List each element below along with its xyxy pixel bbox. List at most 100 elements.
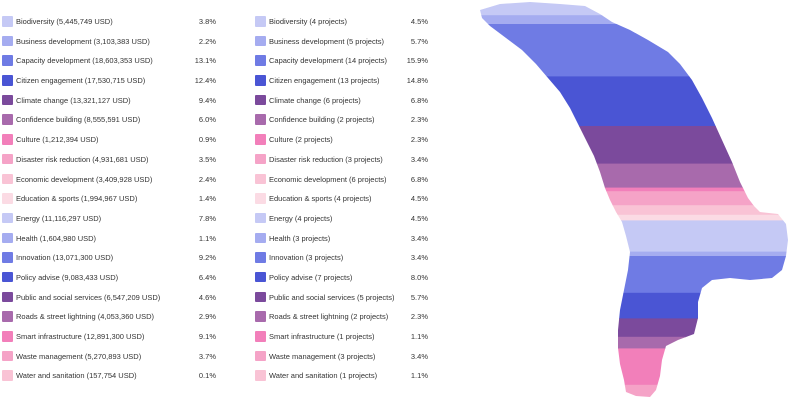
projects-legend: Biodiversity (4 projects) 4.5% Business de… [255, 12, 428, 386]
legend-swatch [2, 134, 13, 145]
legend-swatch [2, 252, 13, 263]
map-band [480, 384, 788, 397]
legend-swatch [255, 311, 266, 322]
legend-percent: 4.5% [410, 17, 428, 26]
map-band [480, 348, 788, 386]
legend-percent: 3.4% [410, 233, 428, 243]
legend-swatch [2, 291, 13, 303]
legend-percent: 9.4% [198, 95, 216, 105]
legend-label: Waste management (3 projects) [269, 351, 376, 361]
legend-swatch [255, 350, 266, 362]
projects-legend-row: Energy (4 projects) 4.5% [255, 209, 428, 229]
legend-percent: 9.2% [198, 253, 216, 263]
legend-swatch [2, 114, 13, 125]
legend-swatch [2, 55, 13, 66]
legend-label: Economic development (3,409,928 USD) [16, 174, 153, 184]
legend-percent: 14.8% [406, 76, 428, 86]
legend-label: Roads & street lightning (4,053,360 USD) [16, 312, 154, 322]
legend-label: Culture (2 projects) [269, 135, 333, 145]
legend-swatch [2, 271, 13, 283]
legend-percent: 3.5% [198, 154, 216, 164]
legend-percent: 6.0% [198, 115, 216, 125]
legend-percent: 0.9% [198, 135, 216, 145]
legend-swatch [2, 94, 13, 106]
map-band [480, 187, 788, 192]
legend-swatch [255, 252, 266, 263]
map-band [480, 191, 788, 206]
legend-percent: 3.4% [410, 154, 428, 164]
legend-percent: 6.4% [198, 272, 216, 282]
funding-legend-row: Energy (11,116,297 USD) 7.8% [2, 209, 216, 229]
map-band [480, 214, 788, 221]
projects-legend-row: Economic development (6 projects) 6.8% [255, 170, 428, 190]
legend-percent: 4.5% [410, 194, 428, 204]
projects-legend-row: Business development (5 projects) 5.7% [255, 32, 428, 52]
funding-legend-row: Health (1,604,980 USD) 1.1% [2, 229, 216, 249]
legend-label: Energy (11,116,297 USD) [16, 213, 102, 223]
map-band [480, 76, 788, 127]
legend-swatch [255, 271, 266, 283]
legend-swatch [2, 350, 13, 362]
legend-percent: 5.7% [410, 36, 428, 46]
legend-percent: 3.7% [198, 351, 216, 361]
legend-percent: 4.5% [410, 213, 428, 223]
legend-label: Roads & street lightning (2 projects) [269, 312, 389, 322]
legend-percent: 13.1% [194, 56, 216, 66]
map-band [480, 251, 788, 257]
legend-swatch [2, 35, 13, 47]
funding-legend: Biodiversity (5,445,749 USD) 3.8% Business… [2, 12, 216, 386]
legend-label: Smart infrastructure (1 projects) [269, 332, 375, 341]
legend-label: Education & sports (4 projects) [269, 194, 372, 204]
legend-percent: 2.3% [410, 312, 428, 322]
projects-legend-row: Public and social services (5 projects) 5… [255, 288, 428, 308]
funding-legend-row: Business development (3,103,383 USD) 2.2% [2, 32, 216, 52]
legend-label: Health (3 projects) [269, 233, 331, 243]
legend-label: Disaster risk reduction (4,931,681 USD) [16, 154, 149, 164]
legend-swatch [255, 212, 266, 224]
map-band [480, 24, 788, 77]
legend-swatch [2, 232, 13, 244]
legend-label: Public and social services (5 projects) [269, 292, 395, 302]
legend-swatch [255, 94, 266, 106]
legend-label: Economic development (6 projects) [269, 174, 387, 184]
map-band [480, 126, 788, 165]
legend-swatch [2, 370, 13, 381]
legend-percent: 6.8% [410, 95, 428, 105]
legend-percent: 3.8% [198, 17, 216, 26]
legend-percent: 7.8% [198, 213, 216, 223]
projects-legend-row: Culture (2 projects) 2.3% [255, 130, 428, 150]
legend-label: Energy (4 projects) [269, 213, 333, 223]
projects-legend-row: Innovation (3 projects) 3.4% [255, 248, 428, 268]
legend-swatch [2, 212, 13, 224]
legend-label: Confidence building (8,555,591 USD) [16, 115, 141, 125]
map-band [480, 2, 788, 16]
legend-percent: 2.3% [410, 115, 428, 125]
funding-legend-row: Water and sanitation (157,754 USD) 0.1% [2, 366, 216, 386]
legend-swatch [255, 193, 266, 204]
legend-label: Water and sanitation (157,754 USD) [16, 371, 137, 381]
legend-percent: 1.1% [198, 233, 216, 243]
funding-legend-row: Policy advise (9,083,433 USD) 6.4% [2, 268, 216, 288]
legend-swatch [255, 55, 266, 66]
map-band [480, 205, 788, 216]
projects-legend-row: Policy advise (7 projects) 8.0% [255, 268, 428, 288]
legend-percent: 9.1% [198, 332, 216, 341]
legend-percent: 3.4% [410, 253, 428, 263]
legend-swatch [255, 134, 266, 145]
legend-label: Waste management (5,270,893 USD) [16, 351, 142, 361]
legend-percent: 0.1% [198, 371, 216, 381]
legend-label: Confidence building (2 projects) [269, 115, 375, 125]
legend-label: Disaster risk reduction (3 projects) [269, 154, 383, 164]
funding-legend-row: Biodiversity (5,445,749 USD) 3.8% [2, 12, 216, 32]
legend-swatch [255, 370, 266, 381]
legend-swatch [255, 114, 266, 125]
legend-percent: 1.4% [198, 194, 216, 204]
legend-swatch [255, 16, 266, 27]
legend-percent: 2.4% [198, 174, 216, 184]
legend-label: Policy advise (7 projects) [269, 272, 353, 282]
legend-label: Climate change (13,321,127 USD) [16, 95, 131, 105]
map-band [480, 318, 788, 338]
legend-label: Innovation (13,071,300 USD) [16, 253, 114, 263]
funding-legend-row: Citizen engagement (17,530,715 USD) 12.4% [2, 71, 216, 91]
legend-percent: 2.9% [198, 312, 216, 322]
